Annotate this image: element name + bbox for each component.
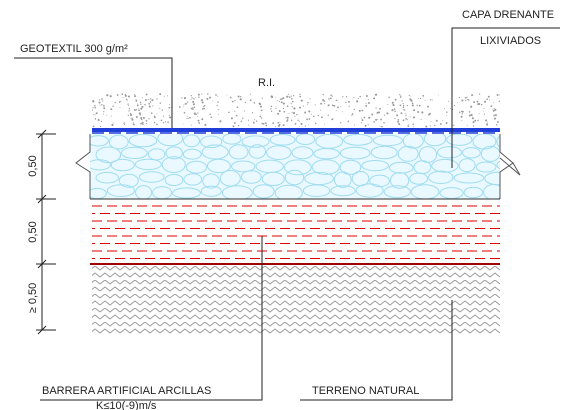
drainage-layer bbox=[75, 134, 521, 199]
terreno-natural-label: TERRENO NATURAL bbox=[312, 385, 419, 397]
lixiviados-label: LIXIVIADOS bbox=[480, 35, 541, 47]
dim-clay-label: 0,50 bbox=[27, 221, 39, 242]
barrera-label: BARRERA ARTIFICIAL ARCILLAS bbox=[42, 385, 211, 397]
geotextile-layer bbox=[92, 128, 500, 134]
geotextil-label: GEOTEXTIL 300 g/m² bbox=[20, 43, 128, 55]
natural-ground-layer bbox=[92, 266, 500, 334]
clay-barrier-layer bbox=[92, 205, 500, 259]
ri-label: R.I. bbox=[258, 77, 275, 89]
permeability-label: K≤10(-9)m/s bbox=[96, 400, 157, 410]
ri-layer bbox=[92, 93, 500, 128]
leader-lines bbox=[14, 27, 560, 401]
dimension-line bbox=[36, 129, 56, 335]
capa-drenante-label: CAPA DRENANTE bbox=[462, 9, 554, 21]
dim-drainage-label: 0,50 bbox=[27, 155, 39, 176]
dim-natural-label: ≥ 0,50 bbox=[27, 283, 39, 314]
